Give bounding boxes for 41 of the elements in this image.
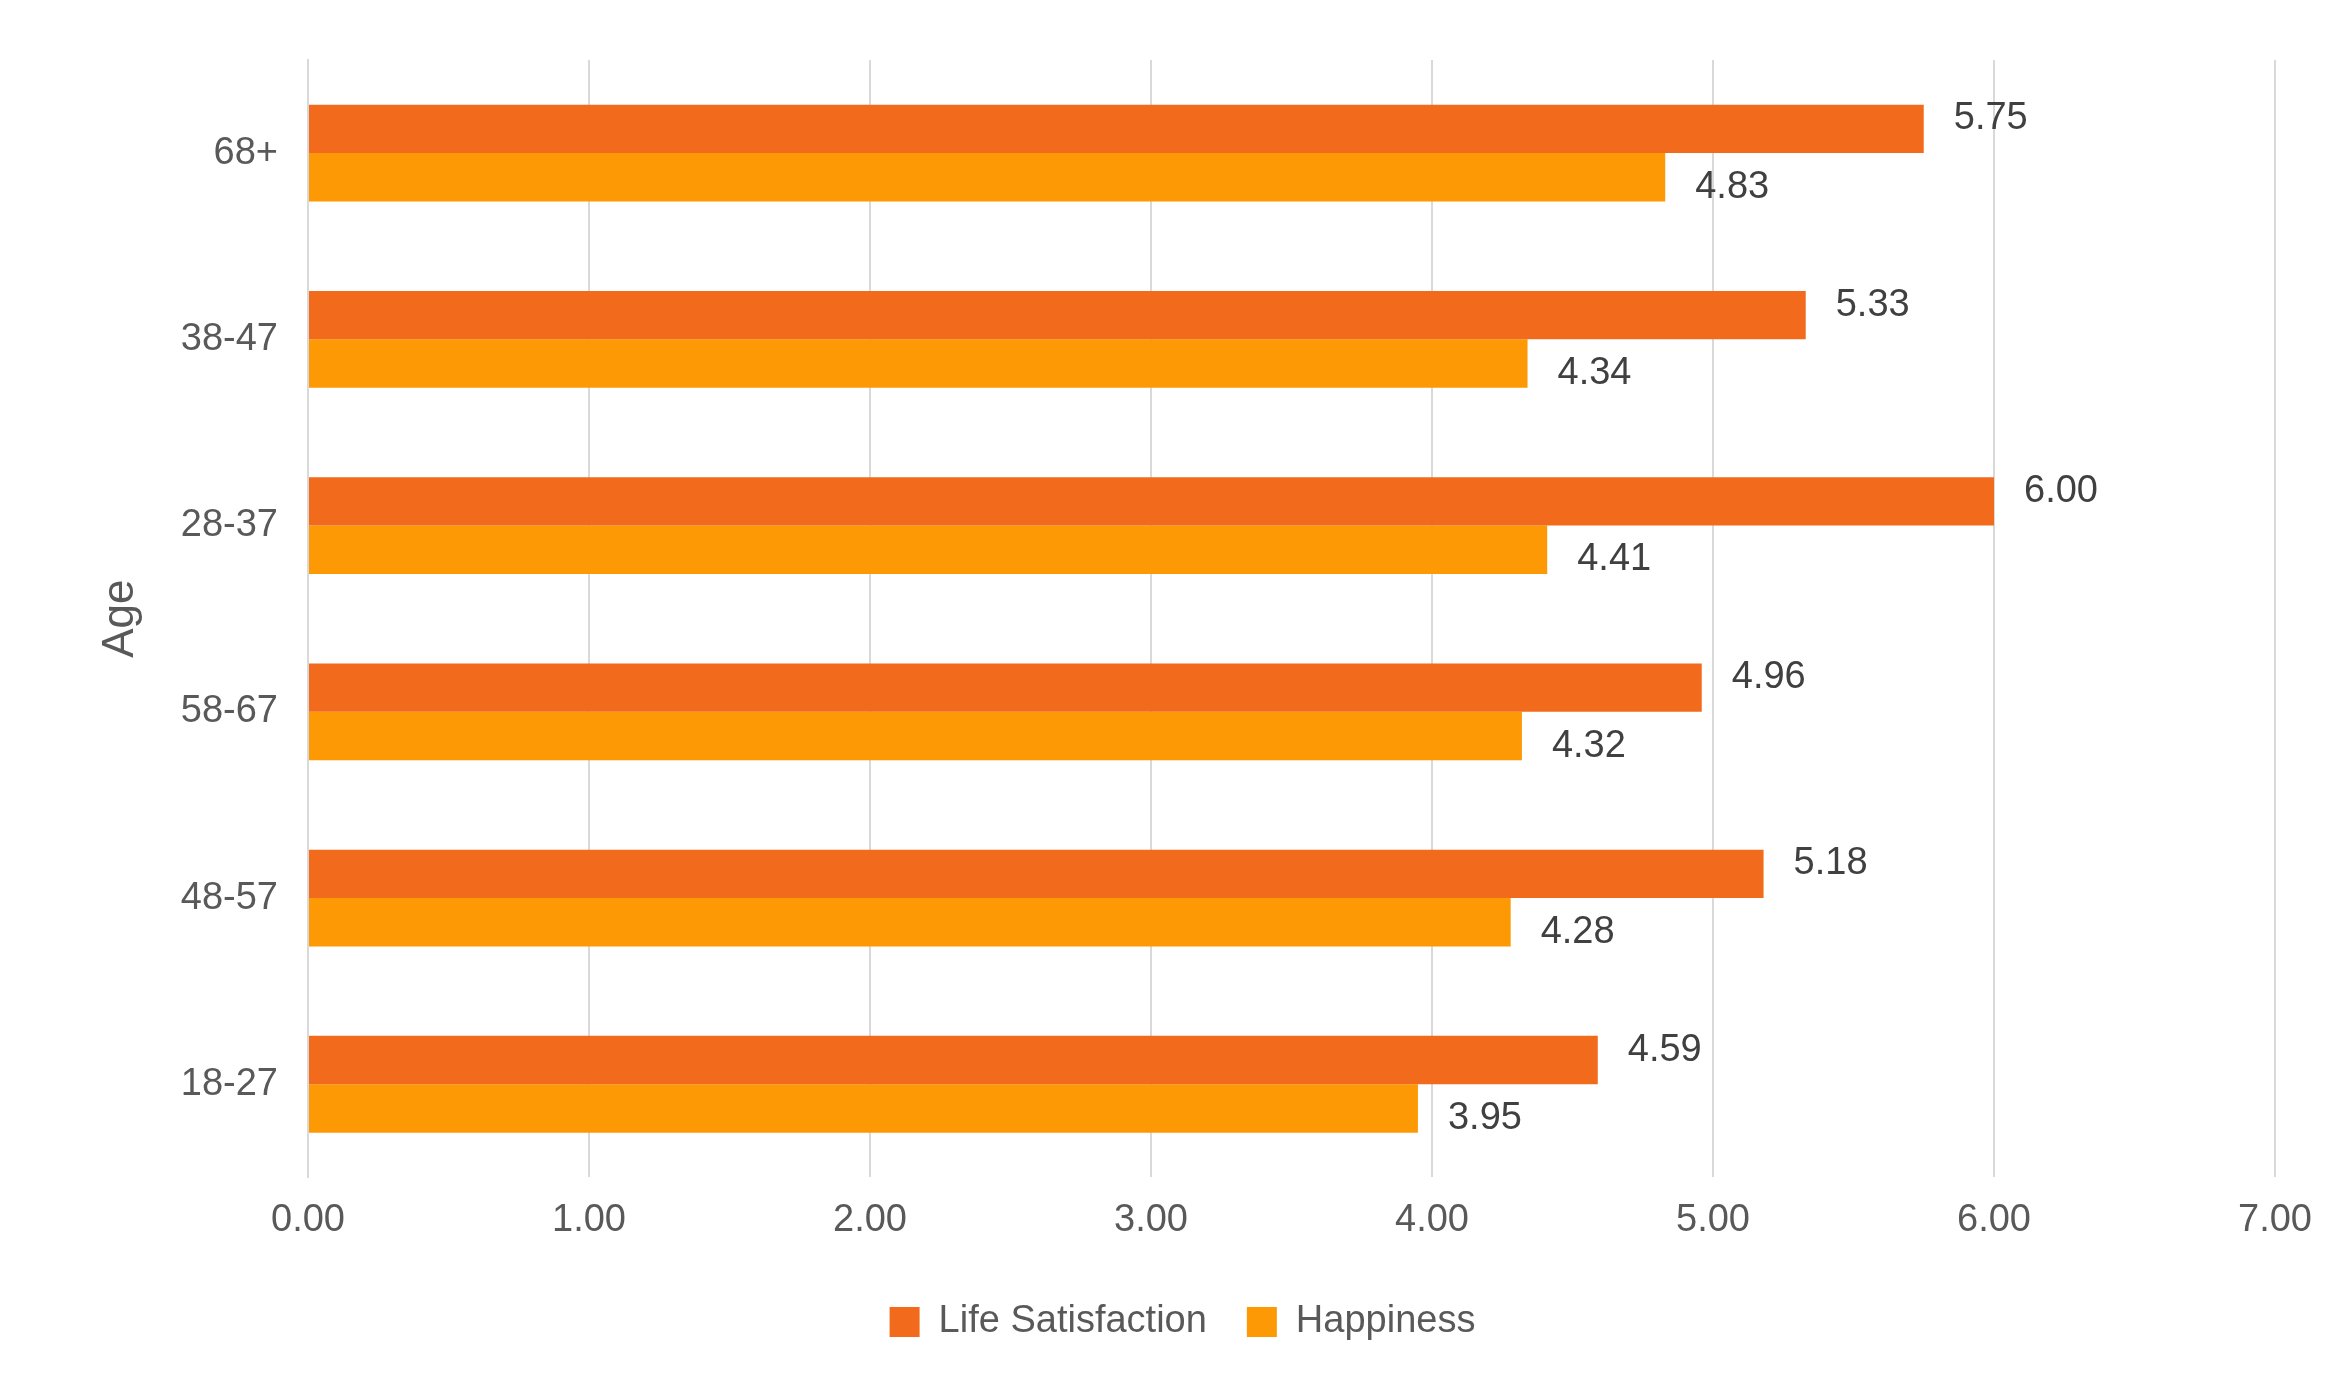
data-label: 5.75 bbox=[1953, 95, 2028, 138]
x-tick-label: 6.00 bbox=[1957, 1196, 2031, 1239]
data-label: 4.32 bbox=[1551, 722, 1626, 765]
data-label: 4.34 bbox=[1557, 350, 1632, 393]
bar bbox=[308, 290, 1806, 340]
data-label: 4.96 bbox=[1731, 654, 1806, 697]
data-label: 5.18 bbox=[1793, 840, 1868, 883]
x-tick-label: 1.00 bbox=[552, 1196, 626, 1239]
bar bbox=[308, 898, 1511, 947]
bar bbox=[308, 663, 1702, 712]
bar bbox=[308, 1035, 1598, 1085]
bar bbox=[308, 849, 1764, 899]
bar bbox=[308, 1084, 1418, 1133]
x-tick-label: 3.00 bbox=[1114, 1196, 1188, 1239]
legend-label: Life Satisfaction bbox=[938, 1298, 1207, 1341]
bar bbox=[308, 525, 1548, 574]
y-tick-label: 48-57 bbox=[180, 874, 278, 917]
data-label: 4.41 bbox=[1577, 536, 1652, 579]
data-label: 3.95 bbox=[1447, 1094, 1522, 1137]
data-label: 4.83 bbox=[1695, 163, 1770, 206]
bar bbox=[308, 104, 1924, 154]
x-tick-label: 4.00 bbox=[1395, 1196, 1469, 1239]
x-tick-label: 2.00 bbox=[833, 1196, 907, 1239]
y-tick-label: 58-67 bbox=[180, 688, 278, 731]
bar bbox=[308, 477, 1994, 526]
x-tick-label: 7.00 bbox=[2238, 1196, 2312, 1239]
bar bbox=[308, 153, 1666, 202]
bar bbox=[308, 339, 1528, 388]
data-label: 5.33 bbox=[1835, 281, 1910, 324]
legend-label: Happiness bbox=[1295, 1298, 1476, 1341]
data-label: 6.00 bbox=[2024, 467, 2098, 510]
y-tick-label: 28-37 bbox=[180, 502, 278, 545]
data-label: 4.59 bbox=[1627, 1026, 1702, 1069]
y-tick-label: 38-47 bbox=[180, 315, 278, 358]
bar bbox=[308, 711, 1522, 761]
y-tick-label: 68+ bbox=[213, 129, 278, 172]
data-label: 4.28 bbox=[1540, 908, 1615, 951]
x-tick-label: 0.00 bbox=[271, 1196, 345, 1239]
y-axis-title: Age bbox=[92, 579, 142, 658]
y-tick-label: 18-27 bbox=[180, 1060, 278, 1103]
x-tick-label: 5.00 bbox=[1676, 1196, 1750, 1239]
